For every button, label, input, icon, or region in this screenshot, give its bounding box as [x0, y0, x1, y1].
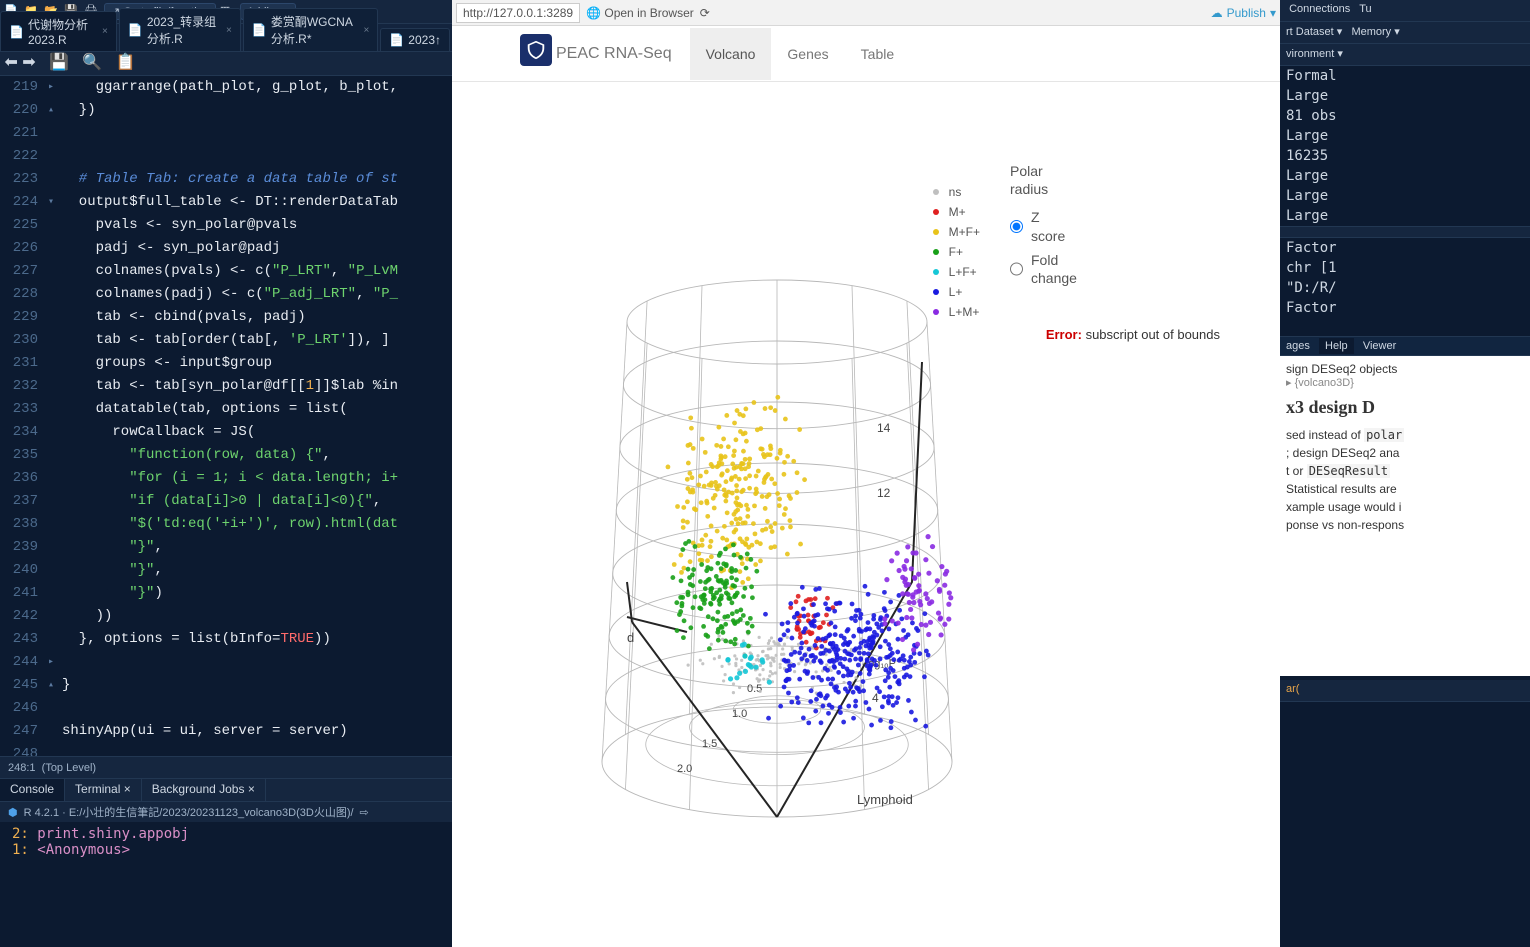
env-value: Factor — [1280, 238, 1530, 258]
radio-z-score[interactable]: Zscore — [1010, 208, 1190, 244]
viewer-url[interactable]: http://127.0.0.1:3289 — [456, 3, 580, 23]
x-axis-label: Lymphoid — [857, 792, 913, 807]
viewer-url-bar: http://127.0.0.1:3289 🌐 Open in Browser … — [452, 0, 1280, 26]
editor-status-bar: 248:1 (Top Level) — [0, 756, 452, 778]
tab-table[interactable]: Table — [845, 28, 910, 80]
env-value: Large — [1280, 206, 1530, 226]
svg-text:d: d — [627, 630, 634, 645]
cursor-position: 248:1 — [8, 762, 36, 774]
editor-tab[interactable]: 📄 2023_转录组分析.R × — [119, 8, 241, 51]
help-tabs: ages Help Viewer — [1280, 336, 1530, 356]
env-value: "D:/R/ — [1280, 278, 1530, 298]
app-brand: PEAC RNA-Seq — [556, 45, 672, 63]
svg-text:14: 14 — [877, 421, 891, 435]
console-output[interactable]: 2: print.shiny.appobj 1: <Anonymous> — [0, 822, 452, 862]
right-tabs-top: Connections Tu — [1280, 0, 1530, 22]
editor-sub-toolbar: ⬅ ➡ 💾 🔍 📋 — [0, 52, 452, 76]
scope-label: (Top Level) — [42, 762, 96, 774]
volcano-3d-plot[interactable]: 14124-log₁₀P0.51.01.52.0d — [547, 262, 1007, 822]
editor-tab-bar: 📄 代谢物分析2023.R × 📄 2023_转录组分析.R × 📄 娄赏酮WG… — [0, 24, 452, 52]
env-value: Formal — [1280, 66, 1530, 86]
tab-genes[interactable]: Genes — [771, 28, 844, 80]
shiny-viewer-pane: http://127.0.0.1:3289 🌐 Open in Browser … — [452, 0, 1280, 947]
svg-text:0.5: 0.5 — [747, 683, 762, 695]
env-value: 81 obs — [1280, 106, 1530, 126]
code-editor[interactable]: 2192202212222232242252262272282292302312… — [0, 76, 452, 756]
open-in-browser-button[interactable]: 🌐 Open in Browser — [586, 6, 694, 20]
rstudio-editor-pane: 📄 📁 📂 💾 🖨 ↗ Go to file/function ▦ Addins… — [0, 0, 452, 947]
publish-button[interactable]: ☁ Publish ▾ — [1211, 6, 1276, 20]
env-value: 16235 — [1280, 146, 1530, 166]
help-content[interactable]: sign DESeq2 objects ▸ {volcano3D} x3 des… — [1280, 356, 1530, 676]
svg-text:2.0: 2.0 — [677, 763, 692, 775]
help-footer: ar( — [1280, 680, 1530, 702]
app-tabs: Volcano Genes Table — [690, 28, 911, 80]
legend-item[interactable]: ns — [933, 182, 980, 202]
env-scope: vironment ▾ — [1280, 44, 1530, 66]
console-tab-bar: Console Terminal × Background Jobs × — [0, 778, 452, 802]
close-icon[interactable]: × — [364, 25, 370, 36]
radio-fold-change[interactable]: Foldchange — [1010, 251, 1190, 287]
editor-tab[interactable]: 📄 2023↑ — [380, 28, 450, 51]
tab-background-jobs[interactable]: Background Jobs × — [142, 779, 266, 801]
rstudio-right-pane: Connections Tu rt Dataset ▾ Memory ▾ vir… — [1280, 0, 1530, 947]
svg-text:12: 12 — [877, 486, 891, 500]
env-value: Large — [1280, 126, 1530, 146]
reload-icon[interactable]: ⟳ — [700, 6, 710, 20]
close-icon[interactable]: × — [226, 25, 232, 36]
tab-terminal[interactable]: Terminal × — [65, 779, 142, 801]
legend-item[interactable]: F+ — [933, 242, 980, 262]
legend-item[interactable]: M+F+ — [933, 222, 980, 242]
tab-console[interactable]: Console — [0, 779, 65, 801]
tab-volcano[interactable]: Volcano — [690, 28, 772, 80]
env-toolbar: rt Dataset ▾ Memory ▾ — [1280, 22, 1530, 44]
plot-area: nsM+M+F+F+L+F+L+L+M+ Polarradius Zscore … — [452, 82, 1280, 947]
polar-radius-radio: Polarradius Zscore Foldchange — [1010, 162, 1190, 293]
svg-text:1.5: 1.5 — [702, 738, 717, 750]
env-value: Factor — [1280, 298, 1530, 318]
error-message: Error: subscript out of bounds — [1046, 327, 1220, 342]
console-path: ⬢ R 4.2.1 · E:/小壮的生信筆記/2023/20231123_vol… — [0, 802, 452, 822]
editor-tab[interactable]: 📄 娄赏酮WGCNA分析.R* × — [243, 8, 378, 51]
app-nav-bar: PEAC RNA-Seq Volcano Genes Table — [452, 26, 1280, 82]
editor-tab[interactable]: 📄 代谢物分析2023.R × — [0, 11, 117, 51]
env-value: chr [1 — [1280, 258, 1530, 278]
svg-text:1.0: 1.0 — [732, 708, 747, 720]
env-value: Large — [1280, 166, 1530, 186]
app-logo — [520, 34, 552, 66]
close-icon[interactable]: × — [102, 26, 108, 37]
env-value: Large — [1280, 186, 1530, 206]
env-value: Large — [1280, 86, 1530, 106]
legend-item[interactable]: M+ — [933, 202, 980, 222]
